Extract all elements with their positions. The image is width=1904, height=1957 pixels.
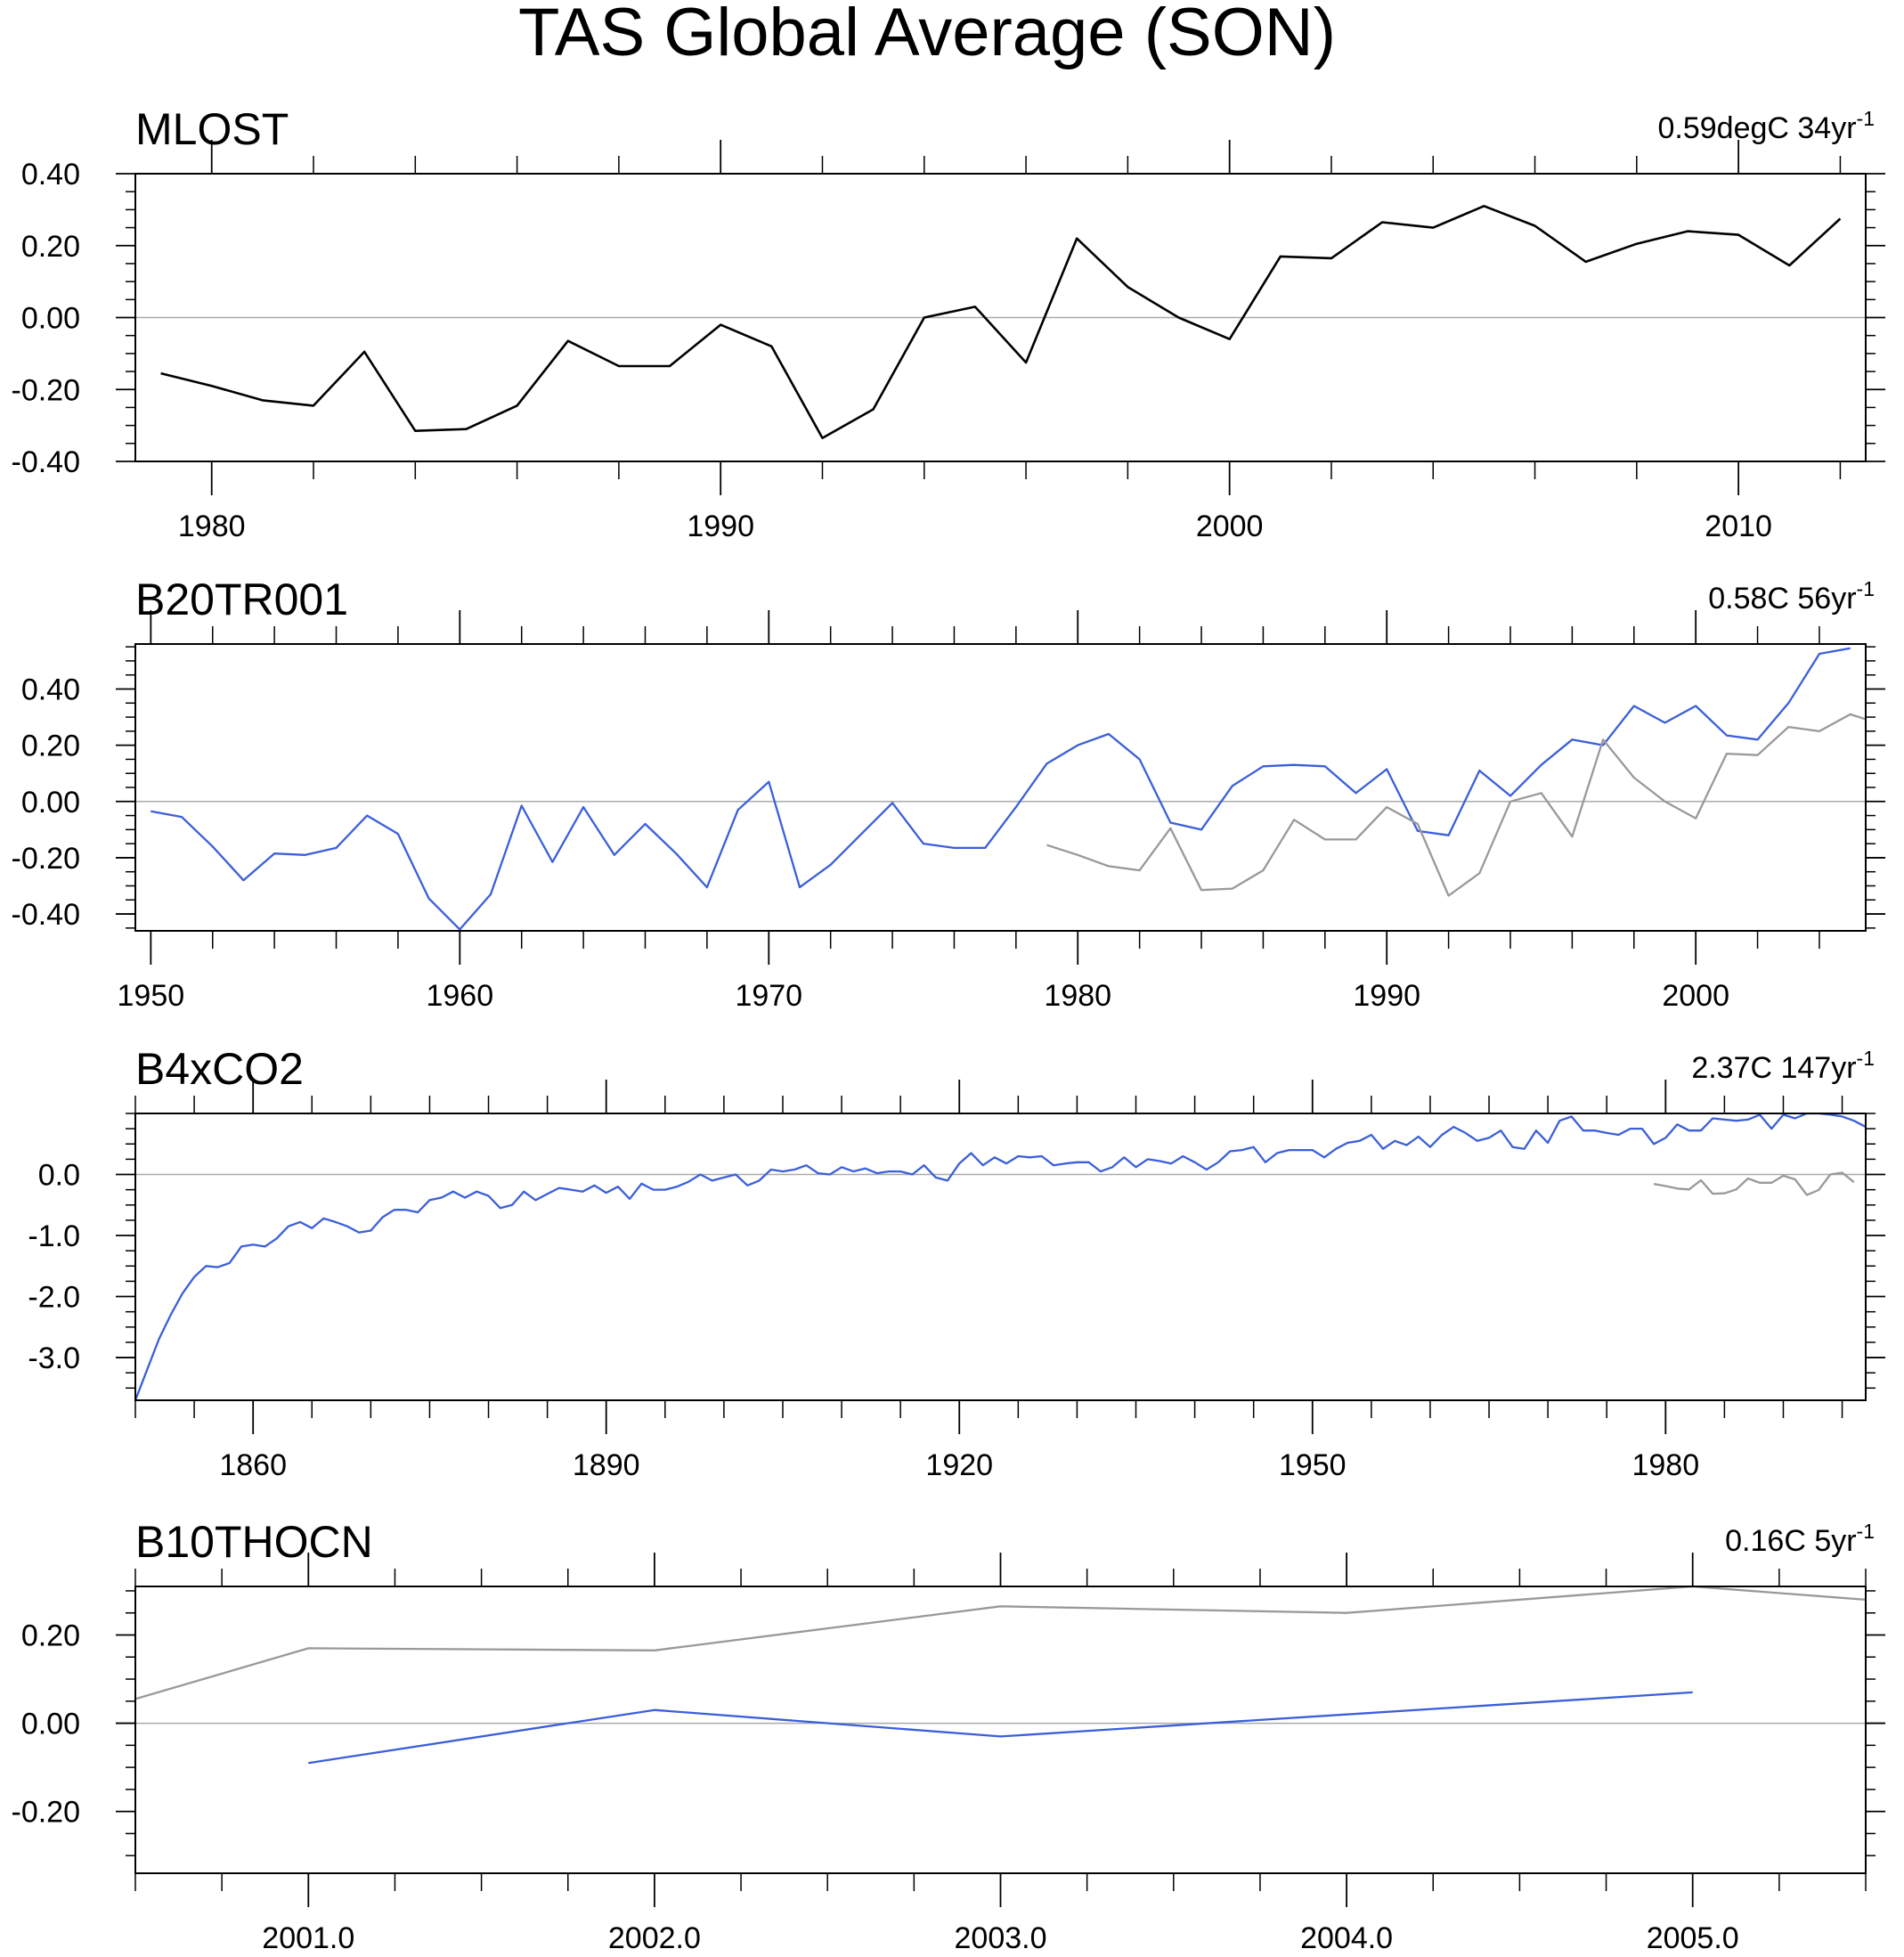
y-tick-label: 0.20	[21, 730, 80, 763]
trend-label: 0.59degC 34yr-1	[1658, 107, 1876, 145]
trend-exponent: -1	[1857, 107, 1875, 130]
series-group	[135, 1586, 1866, 1765]
series-line-mlost-gray	[1046, 713, 1866, 897]
x-tick-label: 1890	[573, 1448, 640, 1482]
x-tick-label: 1980	[178, 510, 246, 543]
x-tick-label: 2004.0	[1300, 1921, 1393, 1955]
series-group	[160, 205, 1842, 440]
y-tick-label: -0.40	[12, 898, 81, 932]
y-tick-label: 0.20	[21, 230, 80, 264]
y-tick-label: -0.20	[12, 842, 81, 876]
series-line-b20tr001-blue	[151, 647, 1851, 931]
y-tick-label: 0.0	[38, 1159, 80, 1193]
y-tick-label: -1.0	[28, 1219, 80, 1253]
trend-value: 0.59degC 34yr	[1658, 111, 1857, 145]
y-tick-label: 0.00	[21, 302, 80, 336]
series-line-mlost-gray	[1653, 1171, 1855, 1196]
x-tick-label: 1960	[426, 979, 493, 1013]
trend-label: 0.58C 56yr-1	[1708, 577, 1875, 616]
trend-label: 0.16C 5yr-1	[1725, 1520, 1875, 1558]
x-tick-label: 2010	[1705, 510, 1772, 543]
y-tick-label: -2.0	[28, 1281, 80, 1315]
x-tick-label: 1990	[687, 510, 754, 543]
panel-title: B20TR001	[135, 575, 348, 624]
series-line-b4xco2-blue	[135, 1113, 1866, 1400]
x-tick-label: 2005.0	[1647, 1921, 1739, 1955]
panel-1: MLOST 0.59degC 34yr-1-0.40-0.200.000.200.…	[12, 104, 1885, 543]
y-tick-label: 0.40	[21, 158, 80, 192]
x-tick-label: 1970	[735, 979, 802, 1013]
panel-title: B4xCO2	[135, 1044, 304, 1094]
plot-frame	[134, 1113, 1867, 1401]
panel-title: B10THOCN	[135, 1517, 373, 1567]
x-tick-label: 1950	[118, 979, 185, 1013]
plot-frame	[134, 643, 1867, 932]
x-tick-label: 1860	[219, 1448, 287, 1482]
series-group	[151, 647, 1866, 931]
panel-2: B20TR001 0.58C 56yr-1 -0.40 -0.20 0.00 0.20 0.…	[12, 575, 1885, 1013]
y-tick-label: -0.20	[12, 1796, 81, 1830]
y-tick-label: 0.40	[21, 673, 80, 707]
x-tick-label: 1990	[1353, 979, 1420, 1013]
trend-exponent: -1	[1857, 1520, 1875, 1543]
x-tick-label: 1980	[1631, 1448, 1699, 1482]
x-tick-label: 1980	[1044, 979, 1111, 1013]
series-line-mlost-gray	[135, 1586, 1866, 1700]
x-tick-label: 2001.0	[262, 1921, 354, 1955]
trend-label: 2.37C 147yr-1	[1691, 1047, 1875, 1085]
trend-value: 0.58C 56yr	[1708, 582, 1856, 616]
x-tick-label: 2000	[1196, 510, 1264, 543]
panel-3: B4xCO2 2.37C 147yr-1 -3.0 -2.0 -1.0 0.0 1860 18…	[28, 1044, 1885, 1482]
x-tick-label: 2000	[1662, 979, 1729, 1013]
x-tick-label: 1920	[925, 1448, 993, 1482]
series-group	[135, 1113, 1866, 1400]
y-tick-label: -3.0	[28, 1341, 80, 1375]
trend-value: 0.16C 5yr	[1725, 1524, 1856, 1558]
trend-value: 2.37C 147yr	[1691, 1051, 1856, 1085]
plot-frame	[134, 1586, 1867, 1874]
series-line-mlost-black	[160, 205, 1842, 440]
y-tick-label: -0.20	[12, 373, 81, 407]
x-tick-label: 2003.0	[955, 1921, 1047, 1955]
y-tick-label: 0.20	[21, 1619, 80, 1652]
y-tick-label: 0.00	[21, 1708, 80, 1741]
panel-4: B10THOCN 0.16C 5yr-1 -0.20 0.00 0.20 2001.0 20…	[12, 1517, 1885, 1955]
y-tick-label: 0.00	[21, 786, 80, 819]
y-tick-label: -0.40	[12, 445, 81, 479]
x-tick-label: 2002.0	[608, 1921, 701, 1955]
main-title: TAS Global Average (SON)	[518, 0, 1336, 70]
trend-exponent: -1	[1857, 577, 1875, 600]
x-tick-label: 1950	[1279, 1448, 1347, 1482]
series-line-b10thocn-blue	[308, 1691, 1693, 1765]
trend-exponent: -1	[1857, 1047, 1875, 1070]
